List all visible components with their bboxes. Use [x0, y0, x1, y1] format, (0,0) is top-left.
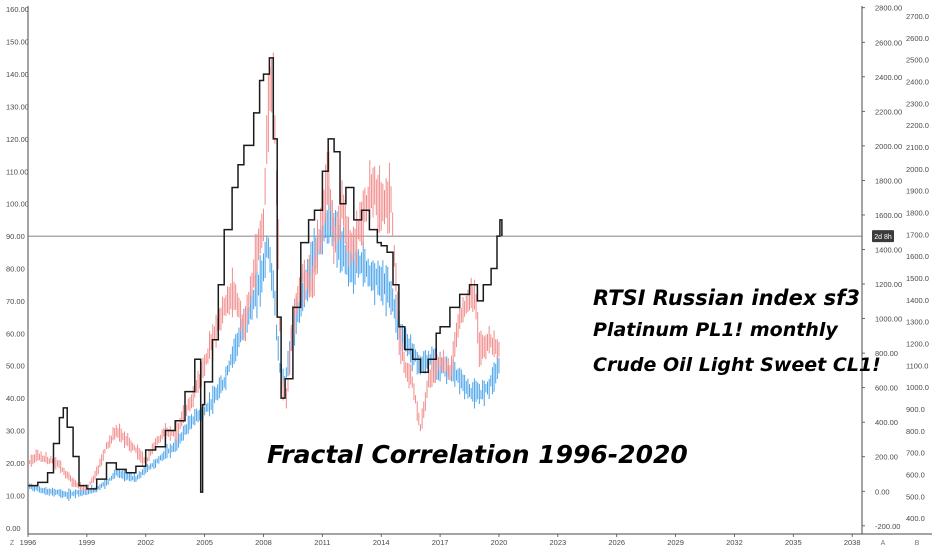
- right-a-tick-label: 2600.00: [875, 38, 902, 47]
- right-b-tick-label: 2200.0: [906, 121, 929, 130]
- left-tick-label: 10.00: [6, 491, 25, 500]
- x-tick-label: 2005: [196, 538, 213, 547]
- corner-label-axis-b: B: [915, 540, 920, 547]
- x-tick-label: 2038: [844, 538, 861, 547]
- x-tick-label: 1999: [79, 538, 96, 547]
- right-b-tick-label: 1400.0: [906, 296, 929, 305]
- right-a-tick-label: 400.00: [875, 418, 898, 427]
- right-b-tick-label: 500.0: [906, 492, 925, 501]
- x-tick-label: 2011: [314, 538, 330, 547]
- right-a-tick-label: 2200.00: [875, 107, 902, 116]
- left-tick-label: 20.00: [6, 459, 25, 468]
- right-b-tick-label: 1700.0: [906, 230, 929, 239]
- right-b-tick-label: 1300.0: [906, 318, 929, 327]
- right-a-tick-label: 0.00: [875, 487, 890, 496]
- annotation-platinum: Platinum PL1! monthly: [593, 319, 838, 341]
- x-tick-label: 2002: [137, 538, 154, 547]
- right-b-tick-label: 2600.0: [906, 34, 929, 43]
- right-a-tick-label: -200.00: [875, 522, 900, 531]
- axis-layer: 0.00 10.00 20.00 30.00 40.00 50.00 60.00 70.00 8…: [6, 4, 932, 547]
- series-layer: [27, 52, 503, 501]
- right-b-tick-label: 1800.0: [906, 209, 929, 218]
- left-tick-label: 50.00: [6, 362, 25, 371]
- right-a-tick-label: 2800.00: [875, 4, 902, 13]
- x-tick-label: 1996: [20, 538, 37, 547]
- right-b-tick-label: 900.0: [906, 405, 925, 414]
- price-line-badge: [872, 230, 894, 243]
- right-a-tick-label: 1800.00: [875, 176, 902, 185]
- annotation-fractal-correlation: Fractal Correlation 1996-2020: [267, 440, 688, 469]
- annotation-rtsi: RTSI Russian index sf3: [593, 286, 860, 310]
- left-tick-label: 80.00: [6, 265, 25, 274]
- x-tick-label: 2032: [726, 538, 743, 547]
- annotation-crude-oil: Crude Oil Light Sweet CL1!: [593, 354, 881, 376]
- right-b-tick-label: 2100.0: [906, 143, 929, 152]
- right-a-tick-label: 800.00: [875, 349, 898, 358]
- right-b-tick-label: 1500.0: [906, 274, 929, 283]
- right-b-tick-label: 2400.0: [906, 78, 929, 87]
- right-a-tick-label: 1200.00: [875, 280, 902, 289]
- right-a-tick-label: 1000.00: [875, 315, 902, 324]
- left-tick-label: 0.00: [6, 524, 21, 533]
- x-tick-label: 2017: [432, 538, 449, 547]
- corner-label-axis-a: A: [881, 540, 886, 547]
- left-tick-label: 130.00: [6, 102, 29, 111]
- left-tick-label: 90.00: [6, 232, 25, 241]
- left-tick-label: 140.00: [6, 70, 29, 79]
- x-tick-label: 2029: [667, 538, 684, 547]
- left-tick-label: 100.00: [6, 200, 29, 209]
- left-tick-label: 120.00: [6, 135, 29, 144]
- right-b-tick-label: 2500.0: [906, 56, 929, 65]
- right-b-tick-label: 2700.0: [906, 12, 929, 21]
- left-tick-label: 160.00: [6, 5, 29, 14]
- right-b-tick-label: 1100.0: [906, 361, 928, 370]
- right-a-tick-label: 2400.00: [875, 73, 902, 82]
- series-rtsi-line: [28, 57, 503, 493]
- right-a-tick-label: 200.00: [875, 453, 898, 462]
- left-tick-label: 60.00: [6, 329, 25, 338]
- right-b-tick-label: 2000.0: [906, 165, 929, 174]
- left-tick-label: 110.00: [6, 167, 28, 176]
- x-tick-label: 2014: [373, 538, 390, 547]
- right-b-tick-label: 1200.0: [906, 340, 929, 349]
- left-tick-label: 150.00: [6, 38, 29, 47]
- price-line-label: 2d 8h: [874, 234, 892, 241]
- right-b-tick-label: 800.0: [906, 427, 925, 436]
- right-a-tick-label: 1400.00: [875, 246, 902, 255]
- right-a-tick-label: 1600.00: [875, 211, 902, 220]
- x-tick-label: 2020: [491, 538, 508, 547]
- x-tick-label: 2026: [608, 538, 625, 547]
- right-b-tick-label: 1900.0: [906, 187, 929, 196]
- left-tick-label: 70.00: [6, 297, 25, 306]
- series-crude-oil: [27, 52, 500, 492]
- left-tick-label: 40.00: [6, 394, 25, 403]
- left-tick-label: 30.00: [6, 427, 25, 436]
- right-b-tick-label: 2300.0: [906, 99, 929, 108]
- x-tick-label: 2023: [549, 538, 566, 547]
- right-b-tick-label: 600.0: [906, 471, 925, 480]
- x-tick-label: 2035: [785, 538, 802, 547]
- right-b-tick-label: 400.0: [906, 514, 925, 523]
- right-a-tick-label: 600.00: [875, 384, 898, 393]
- x-tick-label: 2008: [255, 538, 272, 547]
- corner-label-left: Z: [10, 540, 15, 547]
- right-a-tick-label: 2000.00: [875, 142, 902, 151]
- right-b-tick-label: 1000.0: [906, 383, 929, 392]
- right-b-tick-label: 1600.0: [906, 252, 929, 261]
- right-b-tick-label: 700.0: [906, 449, 925, 458]
